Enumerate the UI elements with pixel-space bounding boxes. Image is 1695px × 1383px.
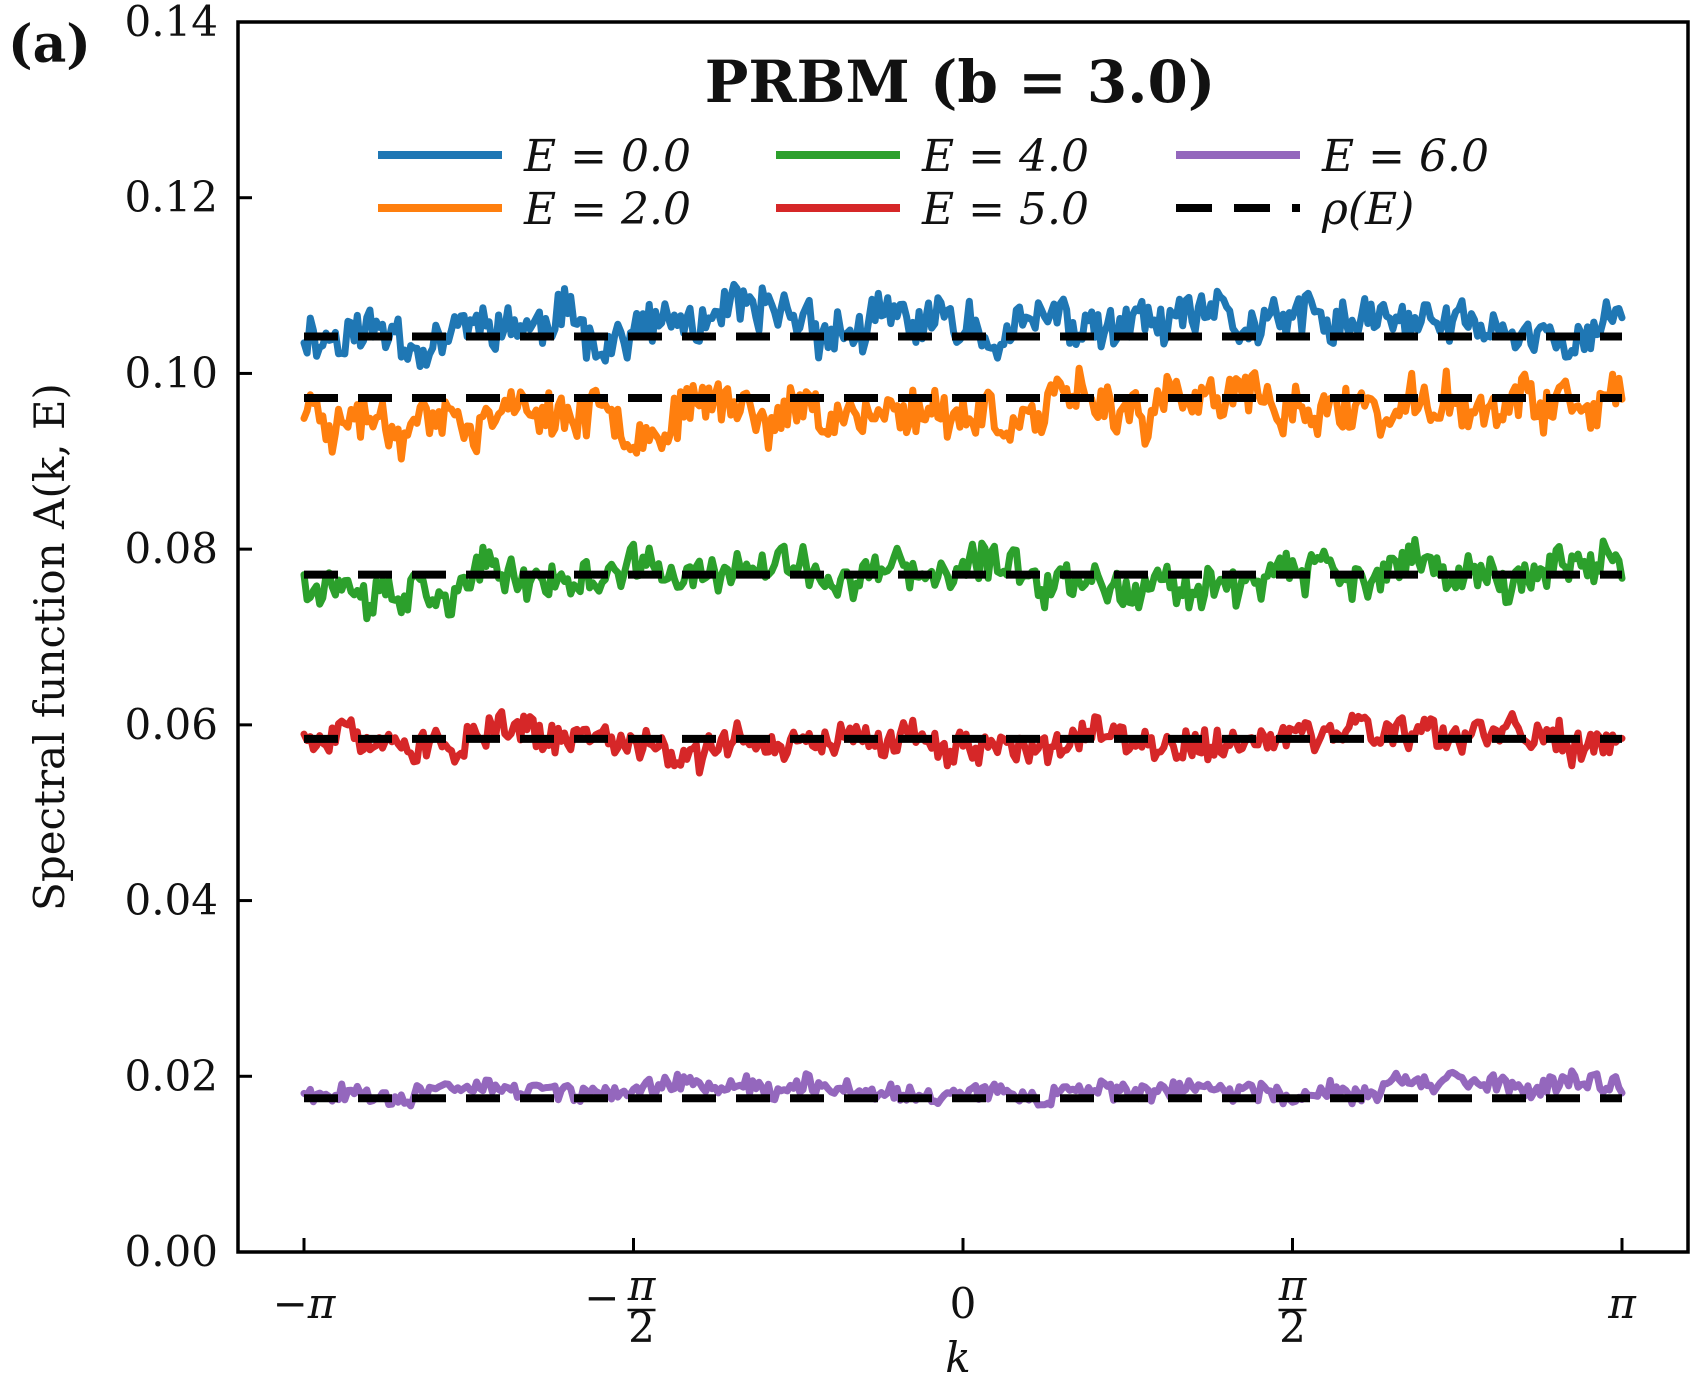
- series-layer: [300, 280, 1626, 1110]
- legend-entry: E = 2.0: [378, 184, 691, 235]
- series-line-2: [300, 536, 1626, 623]
- y-axis-title: Spectral function A(k, E): [25, 383, 74, 911]
- x-tick-label: π2: [1278, 1261, 1308, 1352]
- x-tick-label: 0: [950, 1279, 977, 1328]
- x-axis-title: k: [945, 1333, 970, 1382]
- x-tick-label: −π: [273, 1279, 337, 1328]
- axes-layer: 0.000.020.040.060.080.100.120.14−π − π2 0 π2…: [124, 0, 1690, 1352]
- svg-text:2: 2: [1279, 1303, 1306, 1352]
- legend-entry: ρ(E): [1176, 184, 1414, 235]
- y-tick-label: 0.08: [124, 524, 218, 573]
- svg-text:0: 0: [950, 1279, 977, 1328]
- series-line-3: [300, 708, 1626, 777]
- y-tick-label: 0.04: [124, 876, 218, 925]
- legend-entry: E = 5.0: [776, 184, 1089, 235]
- y-tick-label: 0.12: [124, 173, 218, 222]
- legend-label: E = 6.0: [1321, 131, 1489, 182]
- y-tick-label: 0.14: [124, 0, 218, 46]
- legend-entry: E = 4.0: [776, 131, 1089, 182]
- y-tick-label: 0.06: [124, 700, 218, 749]
- svg-text:π: π: [1278, 1261, 1308, 1310]
- y-tick-label: 0.02: [124, 1051, 218, 1100]
- legend-entry: E = 0.0: [378, 131, 691, 182]
- svg-text:π: π: [627, 1261, 657, 1310]
- svg-text:−π: −π: [273, 1279, 337, 1328]
- panel-label: (a): [8, 14, 91, 75]
- x-tick-label: − π2: [584, 1261, 656, 1352]
- svg-text:π: π: [1607, 1279, 1637, 1328]
- chart-title: PRBM (b = 3.0): [705, 48, 1216, 116]
- y-tick-label: 0.10: [124, 348, 218, 397]
- svg-text:2: 2: [628, 1303, 655, 1352]
- y-tick-label: 0.00: [124, 1227, 218, 1276]
- x-tick-label: π: [1607, 1279, 1637, 1328]
- series-line-1: [300, 364, 1626, 463]
- legend-label: ρ(E): [1321, 184, 1414, 235]
- legend-label: E = 2.0: [523, 184, 691, 235]
- legend-entry: E = 6.0: [1176, 131, 1489, 182]
- svg-text:−: −: [584, 1273, 619, 1322]
- reference-lines-layer: [304, 332, 1622, 1103]
- legend-label: E = 4.0: [921, 131, 1089, 182]
- legend-label: E = 5.0: [921, 184, 1089, 235]
- series-line-0: [300, 280, 1626, 370]
- legend: E = 0.0 E = 4.0 E = 6.0 E = 2.0 E = 5.0 ρ(E): [378, 131, 1489, 235]
- legend-label: E = 0.0: [523, 131, 691, 182]
